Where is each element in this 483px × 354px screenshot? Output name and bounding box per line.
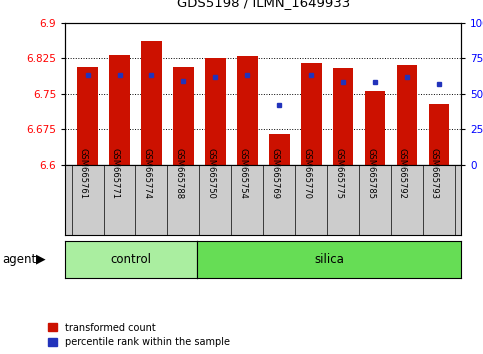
Text: GSM665769: GSM665769 [270, 148, 279, 199]
Bar [301, 63, 322, 165]
Text: agent: agent [2, 253, 37, 266]
Bar [205, 58, 226, 165]
Text: silica: silica [314, 253, 344, 266]
Bar [397, 64, 417, 165]
Bar [173, 67, 194, 165]
Text: ▶: ▶ [36, 253, 46, 266]
Bar [109, 55, 130, 165]
Legend: transformed count, percentile rank within the sample: transformed count, percentile rank withi… [48, 322, 230, 347]
Text: GSM665792: GSM665792 [398, 148, 407, 199]
Bar [77, 67, 98, 165]
Bar [141, 41, 162, 165]
Text: GSM665754: GSM665754 [238, 148, 247, 199]
Text: GSM665775: GSM665775 [334, 148, 343, 199]
Text: GSM665774: GSM665774 [142, 148, 152, 199]
Bar [269, 134, 290, 165]
Bar [365, 91, 385, 165]
Bar [428, 104, 449, 165]
Text: GSM665793: GSM665793 [430, 148, 439, 199]
Text: GSM665788: GSM665788 [174, 148, 184, 199]
Text: GSM665771: GSM665771 [111, 148, 119, 199]
Text: GSM665761: GSM665761 [79, 148, 87, 199]
Bar [237, 56, 257, 165]
Text: GSM665770: GSM665770 [302, 148, 311, 199]
Text: GSM665785: GSM665785 [366, 148, 375, 199]
Text: GSM665750: GSM665750 [206, 148, 215, 199]
Text: control: control [111, 253, 152, 266]
Bar [333, 68, 354, 165]
Text: GDS5198 / ILMN_1649933: GDS5198 / ILMN_1649933 [177, 0, 350, 9]
